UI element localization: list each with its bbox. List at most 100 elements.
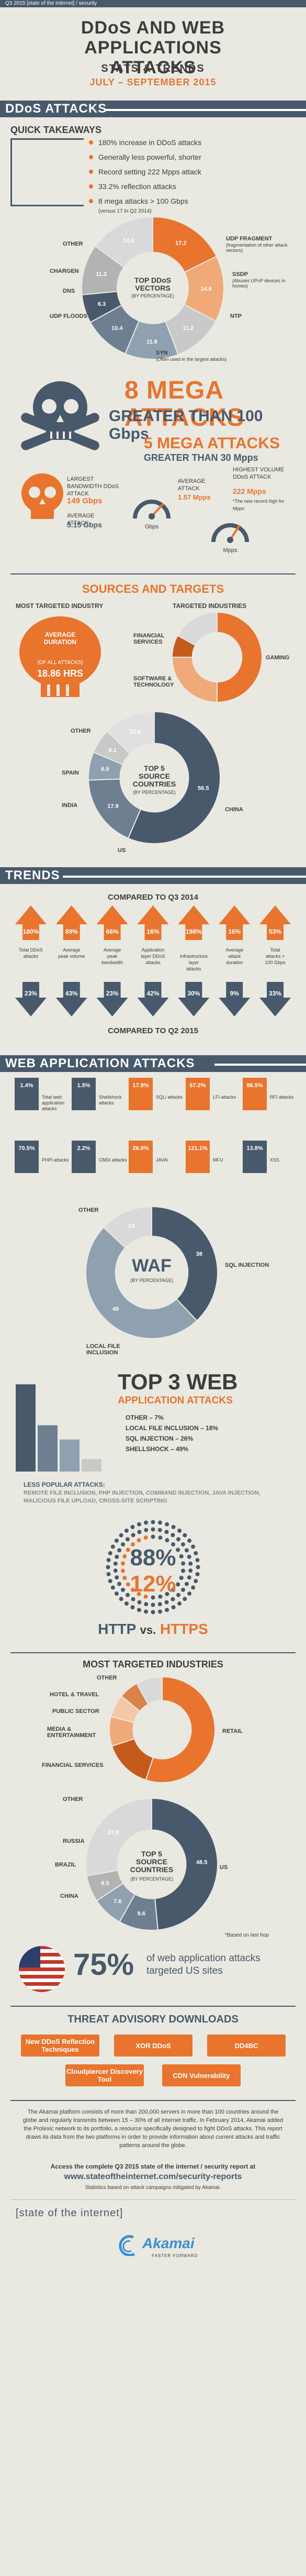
highest-volume-value: 222 Mpps [233,487,266,495]
trend-down-value: 9% [230,990,240,997]
http-dot [144,1520,149,1525]
largest-attack-label: LARGEST BANDWIDTH DDoS ATTACK [67,476,119,497]
footer-rule [10,2199,296,2200]
webapp-stat-tiles: 1.4%Total webapplicationattacks1.5%Shell… [15,1078,294,1173]
akamai-logo-icon [119,2235,135,2256]
footer-access: Access the complete Q3 2015 state of the… [50,2163,256,2170]
http-dot [137,1530,142,1534]
trend-down-value: 30% [187,990,200,997]
footer-stats-note: Statistics based on attack campaigns mit… [85,2185,221,2191]
pie-slice [217,611,263,703]
gauge-mpps-label: Mpps [223,547,237,554]
top3-bar [38,1425,58,1472]
top3-bar [60,1439,80,1472]
webapp-tile-value: 26.0% [132,1145,149,1152]
http-dot [171,1542,175,1547]
http-dot [125,1593,130,1597]
sources-title: SOURCES AND TARGETS [82,582,224,595]
header-topbar [0,0,306,7]
page-subtitle: STATS & TRENDS [101,63,205,74]
slice-value-label: 17.9 [107,803,118,810]
trend-up-arrow [96,905,128,940]
http-dot [108,1551,112,1555]
most-targeted-title: MOST TARGETED INDUSTRY [16,602,104,610]
trend-down-value: 33% [269,990,281,997]
http-dot [171,1533,175,1538]
mega-attacks-count: 8 MEGA ATTACKS [124,377,245,432]
trend-up-value: 53% [269,928,281,935]
footer-url-link[interactable]: www.stateoftheinternet.com/security-repo… [64,2172,242,2181]
vector-label-syn: SYN [156,350,168,356]
vector-label-other: OTHER [63,241,83,247]
trend-metric-label: bandwidth [101,960,123,965]
download-cloudpiercer-button[interactable]: Cloudpiercer Discovery Tool [65,2064,144,2086]
webapp-tile-label: JAVAi [156,1157,168,1163]
trend-metric-label: Average [226,947,243,953]
http-dot [137,1591,141,1596]
download-ddos-reflection-button[interactable]: New DDoS Reflection Techniques [21,2035,99,2057]
mega2-attacks-threshold: GREATER THAN 30 Mpps [144,452,258,463]
http-dot [143,1594,148,1599]
pie-slice [171,657,218,703]
compared-q3-title: COMPARED TO Q3 2014 [108,893,198,902]
webapp-top5-sub: (BY PERCENTAGE) [130,1876,173,1882]
country-label-india: INDIA [62,802,77,809]
w-ind-label-financial: FINANCIAL SERVICES [42,1762,104,1768]
http-dot [177,1601,182,1606]
pie-slice [145,1676,216,1783]
http-dot [157,1602,162,1607]
download-dd4bc-button[interactable]: DD4BC [207,2035,286,2057]
http-dot [144,1528,149,1532]
http-dot [131,1587,135,1592]
http-dot [184,1582,189,1586]
country-label-us: US [118,847,126,854]
footer-about: The Akamai platform consists of more tha… [22,2109,284,2149]
avg-duration-label: AVERAGE DURATION [43,631,77,646]
ind-label-gaming: GAMING [266,655,290,661]
w-ind-label-public: PUBLIC SECTOR [52,1708,99,1715]
pie-slice [151,1797,218,1931]
avg-duration-skull-icon [19,616,101,697]
ddos-vectors-donut: 17.2 14.6 11.2 11.8 10.4 6.3 11.2 14.6 [81,216,224,360]
trend-down-arrow [96,982,128,1016]
http-dot [113,1568,118,1573]
slice-value-label: 56.5 [198,785,209,791]
download-xor-ddos-button[interactable]: XOR DDoS [114,2035,192,2057]
takeaway-item: Record setting 222 Mpps attack [89,167,298,177]
webapp-tile-label: XSS [270,1157,279,1163]
w-country-label-china: CHINA [60,1893,78,1899]
http-dot [114,1538,119,1543]
trend-down-value: 23% [25,990,37,997]
http-dot [171,1597,175,1601]
http-dot [108,1579,112,1584]
takeaway-item: 180% increase in DDoS attacks [89,137,298,148]
skull-icon-small [21,473,63,519]
http-dot [158,1594,163,1599]
trend-metric-label: 100 Gbps [265,960,286,965]
page-title: DDoS AND WEB APPLICATIONS ATTACKS [81,18,225,78]
http-dot [119,1533,123,1538]
trend-metric-label: layer DDoS [141,954,165,959]
slice-value-label: 11.8 [146,339,157,345]
vector-label-chargen: CHARGEN [50,268,79,274]
highest-volume-label: HIGHEST VOLUME DDoS ATTACK [233,467,285,480]
country-label-other: OTHER [71,728,91,734]
waf-label-lfi: LOCAL FILE INCLUSION [86,1343,120,1356]
top3-item: LOCAL FILE INCLUSION – 18% [126,1424,219,1432]
http-dot [117,1582,122,1586]
pie-slice [152,216,218,273]
trend-up-arrow [15,905,47,940]
download-cdn-vulnerability-button[interactable]: CDN Vulnerability [162,2064,241,2086]
vector-note-udp-frag: (fragmentation of other attack vectors) [226,242,288,253]
slice-value-label: 11.2 [183,325,194,331]
http-dot [106,1558,111,1563]
us-percent: 75% [73,1948,134,1982]
http-dot [124,1528,129,1533]
trend-metric-label: peak [107,954,118,959]
slice-value-label: 49 [112,1306,119,1312]
us-flag-icon [19,1946,65,1992]
http-dot [122,1576,127,1580]
slice-value-label: 48.5 [196,1859,207,1865]
pie-slice [85,1797,152,1877]
http-dot [144,1602,149,1607]
